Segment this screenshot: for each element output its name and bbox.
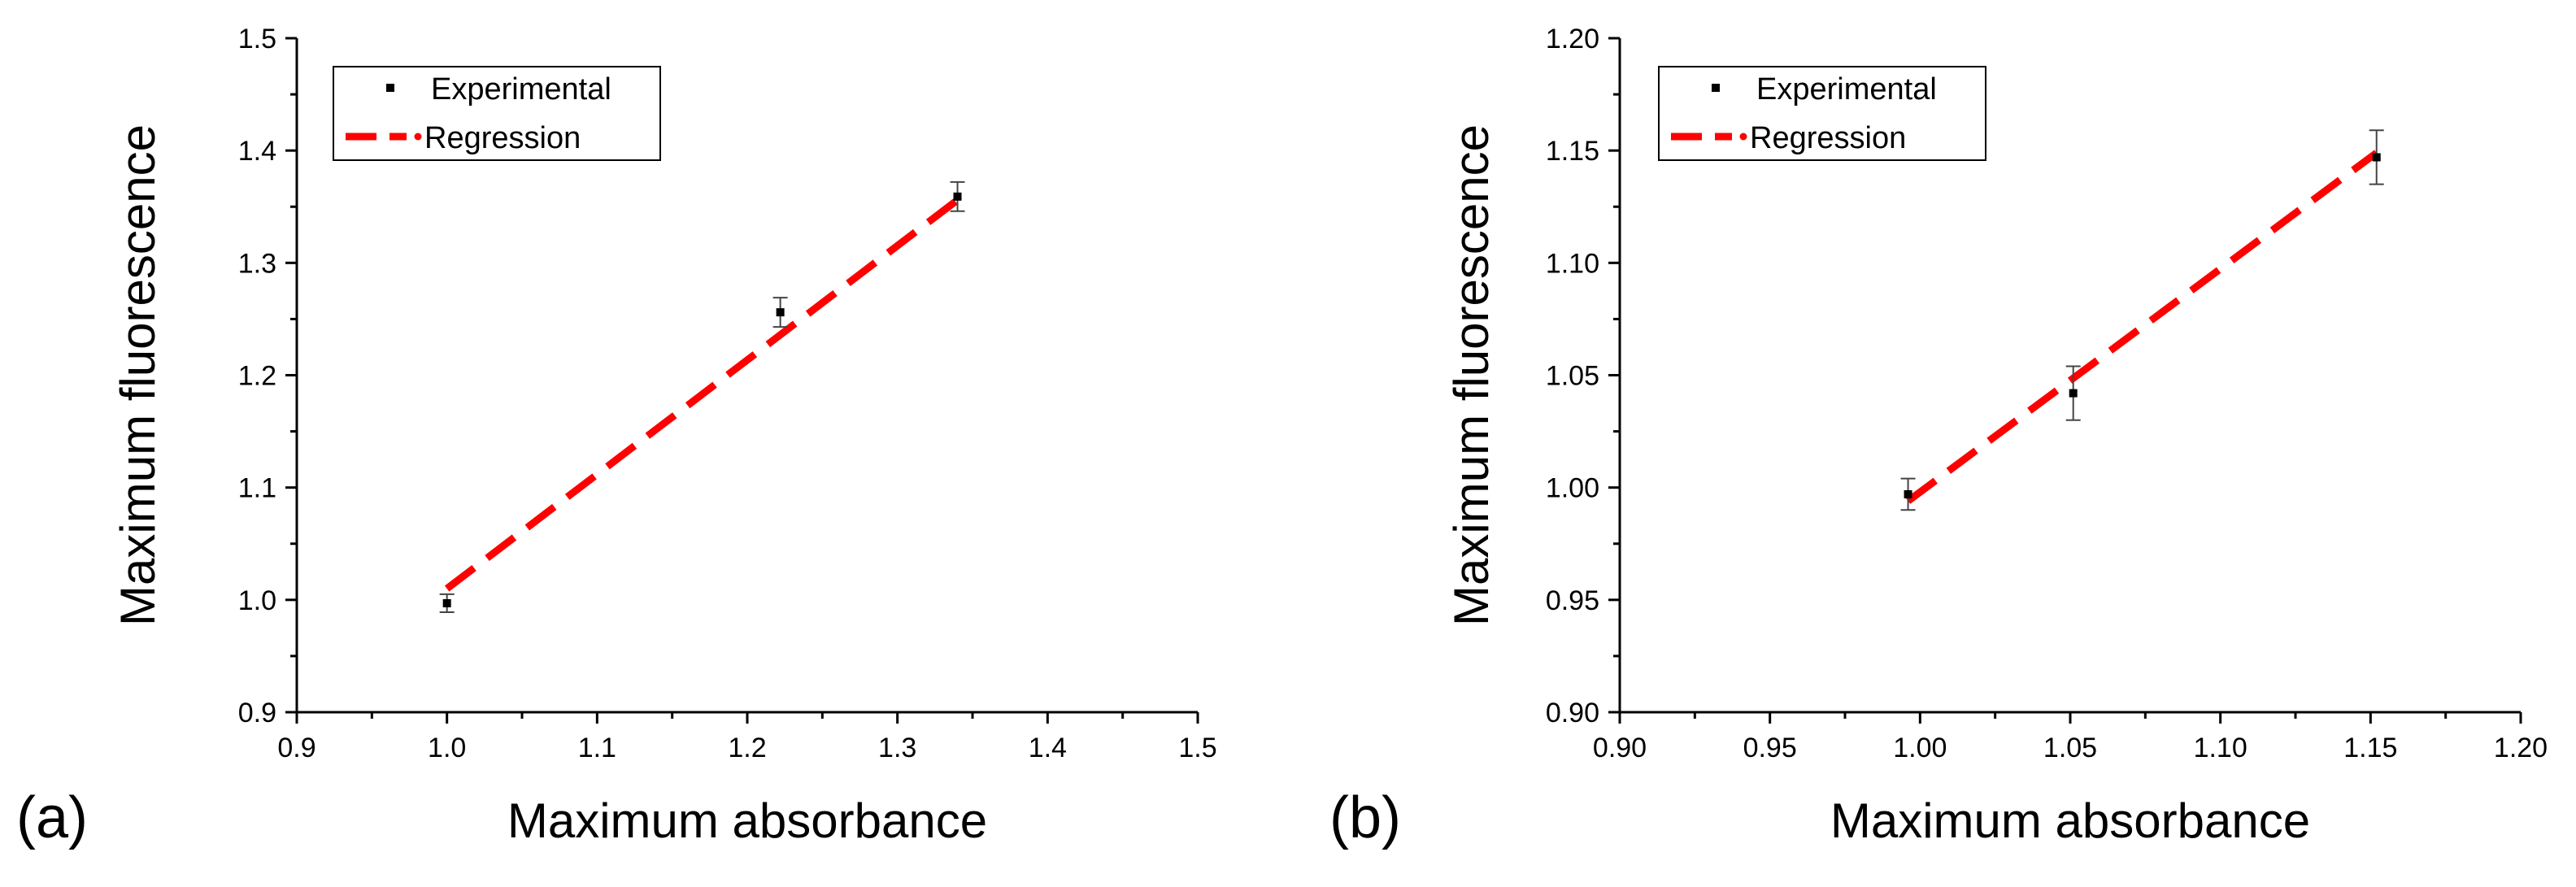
legend: Experimental Regression — [333, 66, 661, 161]
experimental-point-group — [439, 593, 455, 614]
legend-point-marker — [386, 84, 394, 92]
experimental-point — [442, 598, 451, 607]
experimental-point-group — [950, 180, 965, 212]
x-tick-label: 1.20 — [2494, 733, 2548, 763]
x-axis-title: Maximum absorbance — [507, 794, 987, 848]
experimental-point — [2069, 389, 2078, 398]
x-tick-label: 1.15 — [2343, 733, 2397, 763]
y-tick-label: 1.20 — [1546, 24, 1599, 54]
legend-box — [333, 66, 661, 161]
chart-panel-a: 0.9 1.0 1.1 1.2 1.3 1.4 1.5 0.9 1.0 1.1 1.2 1.3 1.4 1… — [16, 24, 1217, 850]
x-tick-label: 0.90 — [1593, 733, 1647, 763]
regression-line — [444, 197, 960, 592]
legend-label-experimental: Experimental — [1756, 72, 1937, 107]
experimental-point-group — [772, 297, 788, 328]
x-tick-label: 1.05 — [2043, 733, 2097, 763]
y-axis-title: Maximum fluorescence — [111, 124, 165, 626]
y-tick-label: 1.10 — [1546, 248, 1599, 279]
legend-regression-dot — [1739, 133, 1747, 141]
experimental-point — [953, 192, 962, 201]
legend-regression-dot — [414, 133, 422, 141]
experimental-point — [2372, 153, 2381, 162]
y-tick-label: 1.3 — [238, 248, 276, 279]
x-tick-label: 0.95 — [1743, 733, 1797, 763]
y-tick-label: 1.05 — [1546, 361, 1599, 392]
x-tick-label: 1.4 — [1029, 733, 1067, 763]
chart-panel-b: 0.90 0.95 1.00 1.05 1.10 1.15 1.20 0.90 0.95 1.00… — [1329, 24, 2548, 850]
x-tick-label: 1.00 — [1893, 733, 1947, 763]
experimental-point — [1904, 489, 1912, 498]
panel-label: (b) — [1329, 785, 1401, 850]
y-tick-label: 1.2 — [238, 361, 276, 392]
y-tick-label: 1.1 — [238, 473, 276, 504]
legend-label-experimental: Experimental — [431, 72, 611, 107]
experimental-point-group — [2065, 365, 2081, 421]
legend: Experimental Regression — [1658, 66, 1986, 161]
y-tick-label: 1.00 — [1546, 473, 1599, 504]
y-tick-label: 0.95 — [1546, 585, 1599, 616]
experimental-point-group — [1900, 477, 1916, 511]
y-tick-label: 1.5 — [238, 24, 276, 54]
x-tick-label: 1.5 — [1178, 733, 1216, 763]
x-tick-label: 1.1 — [578, 733, 616, 763]
legend-label-regression: Regression — [424, 121, 581, 155]
x-tick-label: 1.10 — [2194, 733, 2247, 763]
legend-label-regression: Regression — [1750, 121, 1906, 155]
y-tick-label: 0.90 — [1546, 698, 1599, 728]
x-tick-label: 1.2 — [728, 733, 766, 763]
experimental-point — [776, 308, 785, 317]
y-tick-label: 1.4 — [238, 136, 276, 167]
y-tick-label: 0.9 — [238, 698, 276, 728]
regression-line — [1905, 150, 2379, 504]
experimental-point-group — [2369, 129, 2384, 185]
legend-point-marker — [1712, 84, 1720, 92]
legend-box — [1658, 66, 1986, 161]
y-axis-title: Maximum fluorescence — [1444, 124, 1499, 626]
y-tick-label: 1.0 — [238, 585, 276, 616]
y-tick-label: 1.15 — [1546, 136, 1599, 167]
x-tick-label: 1.3 — [878, 733, 916, 763]
panel-label: (a) — [16, 785, 88, 850]
x-tick-label: 0.9 — [277, 733, 315, 763]
x-tick-label: 1.0 — [428, 733, 466, 763]
x-axis-title: Maximum absorbance — [1830, 794, 2310, 848]
